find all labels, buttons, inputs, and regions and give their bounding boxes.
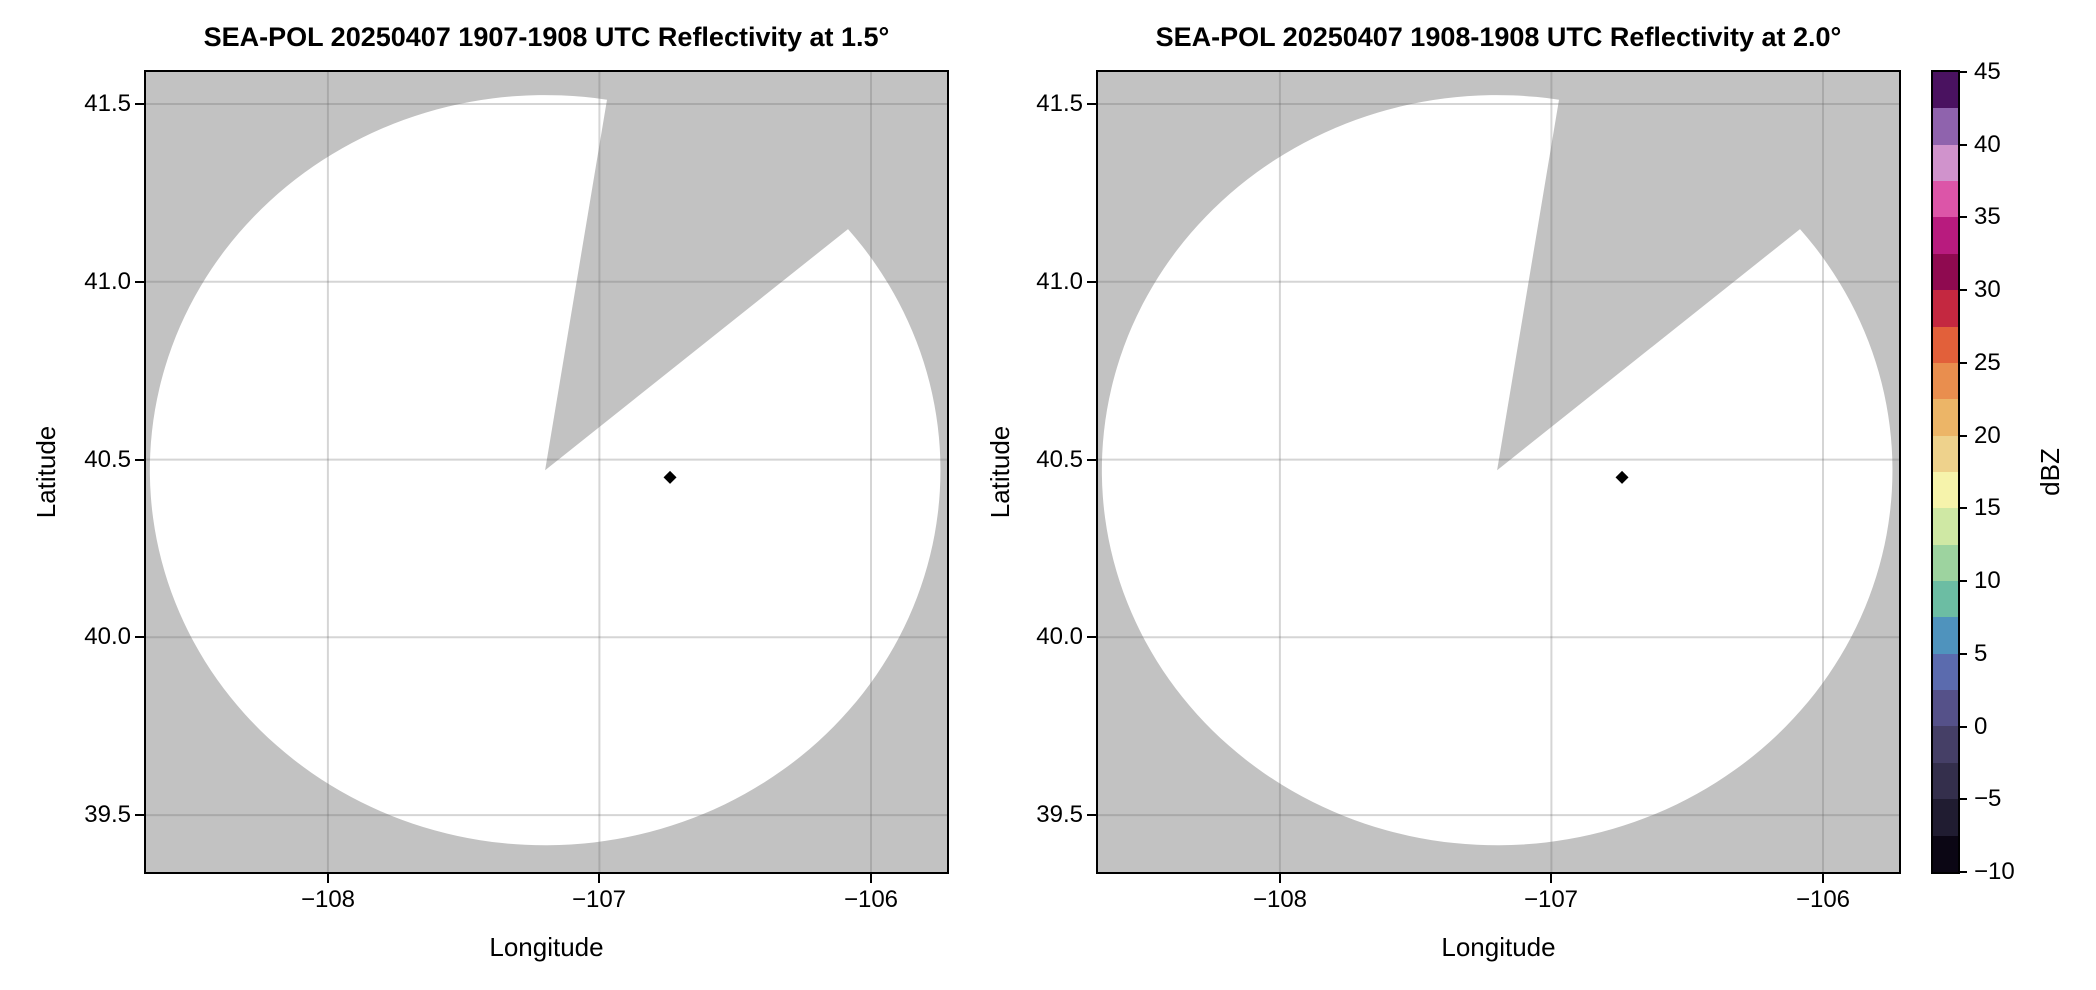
colorbar-band: [1933, 799, 1958, 836]
colorbar-tick: [1960, 435, 1967, 437]
colorbar-tick: [1960, 216, 1967, 218]
colorbar-tick-label: −5: [1974, 785, 2002, 812]
x-axis-label-right: Longitude: [1441, 932, 1556, 962]
colorbar-band: [1933, 181, 1958, 218]
x-tick: [598, 874, 600, 883]
colorbar-band: [1933, 72, 1958, 109]
colorbar-band: [1933, 617, 1958, 654]
y-tick: [1087, 281, 1096, 283]
colorbar-tick-label: 0: [1974, 713, 1988, 740]
y-tick-label: 40.0: [84, 623, 131, 650]
x-tick-label: −107: [571, 886, 627, 913]
colorbar-tick: [1960, 653, 1967, 655]
y-tick-label: 41.5: [84, 90, 131, 117]
colorbar-tick: [1960, 144, 1967, 146]
y-tick: [1087, 636, 1096, 638]
y-tick: [135, 459, 144, 461]
y-tick: [135, 636, 144, 638]
colorbar-band: [1933, 399, 1958, 436]
colorbar-tick: [1960, 289, 1967, 291]
colorbar-band: [1933, 653, 1958, 691]
panel-title-left: SEA-POL 20250407 1907-1908 UTC Reflectiv…: [203, 22, 890, 52]
colorbar-band: [1933, 326, 1958, 363]
colorbar-tick: [1960, 507, 1967, 509]
x-tick: [1279, 874, 1281, 883]
y-tick-label: 41.0: [84, 268, 131, 295]
colorbar-band: [1933, 835, 1958, 872]
y-tick: [135, 814, 144, 816]
x-tick-label: −108: [1252, 886, 1308, 913]
x-tick-label: −108: [300, 886, 356, 913]
panel-title-right: SEA-POL 20250407 1908-1908 UTC Reflectiv…: [1155, 22, 1842, 52]
colorbar-tick-label: 40: [1974, 131, 2001, 158]
colorbar-band: [1933, 144, 1958, 182]
colorbar-band: [1933, 581, 1958, 618]
colorbar-tick: [1960, 798, 1967, 800]
colorbar-band: [1933, 435, 1958, 472]
y-tick: [135, 103, 144, 105]
colorbar-tick-label: 25: [1974, 349, 2001, 376]
colorbar-tick-label: 15: [1974, 494, 2001, 521]
colorbar-tick-label: 5: [1974, 640, 1988, 667]
y-tick-label: 39.5: [84, 801, 131, 828]
colorbar-band: [1933, 690, 1958, 727]
y-tick-label: 40.0: [1036, 623, 1083, 650]
y-tick-label: 40.5: [1036, 446, 1083, 473]
reflectivity-point-marker: [663, 470, 677, 484]
y-tick: [1087, 814, 1096, 816]
colorbar-tick: [1960, 726, 1967, 728]
colorbar-band: [1933, 544, 1958, 582]
colorbar-tick-label: 20: [1974, 422, 2001, 449]
colorbar-tick-label: 35: [1974, 203, 2001, 230]
colorbar-band: [1933, 217, 1958, 254]
y-tick: [135, 281, 144, 283]
y-tick-label: 41.5: [1036, 90, 1083, 117]
x-tick: [327, 874, 329, 883]
x-tick-label: −107: [1523, 886, 1579, 913]
colorbar-band: [1933, 726, 1958, 763]
x-tick: [870, 874, 872, 883]
colorbar-unit-label: dBZ: [2035, 448, 2065, 496]
x-tick-label: −106: [843, 886, 899, 913]
y-tick-label: 39.5: [1036, 801, 1083, 828]
radar-coverage-area: [149, 95, 941, 846]
colorbar-tick: [1960, 362, 1967, 364]
reflectivity-point-marker: [1615, 470, 1629, 484]
y-axis-label-left: Latitude: [31, 425, 61, 519]
y-axis-label-right: Latitude: [985, 425, 1015, 519]
colorbar-band: [1933, 471, 1958, 509]
x-tick-label: −106: [1795, 886, 1851, 913]
colorbar-tick-label: 30: [1974, 276, 2001, 303]
y-tick-label: 40.5: [84, 446, 131, 473]
colorbar-tick: [1960, 871, 1967, 873]
colorbar-tick: [1960, 71, 1967, 73]
colorbar-band: [1933, 508, 1958, 545]
x-tick: [1550, 874, 1552, 883]
y-tick: [1087, 459, 1096, 461]
y-tick: [1087, 103, 1096, 105]
colorbar-band: [1933, 762, 1958, 800]
colorbar-band: [1933, 253, 1958, 291]
colorbar-tick-label: 45: [1974, 58, 2001, 85]
y-tick-label: 41.0: [1036, 268, 1083, 295]
colorbar-tick-label: 10: [1974, 567, 2001, 594]
radar-panel-right: [1096, 70, 1901, 874]
radar-panel-left: [144, 70, 949, 874]
colorbar-band: [1933, 362, 1958, 400]
x-axis-label-left: Longitude: [489, 932, 604, 962]
radar-coverage-area: [1101, 95, 1893, 846]
colorbar-band: [1933, 290, 1958, 327]
colorbar-gradient: [1931, 70, 1960, 874]
colorbar-tick-label: −10: [1974, 858, 2015, 885]
x-tick: [1822, 874, 1824, 883]
colorbar-tick: [1960, 580, 1967, 582]
colorbar-band: [1933, 108, 1958, 145]
